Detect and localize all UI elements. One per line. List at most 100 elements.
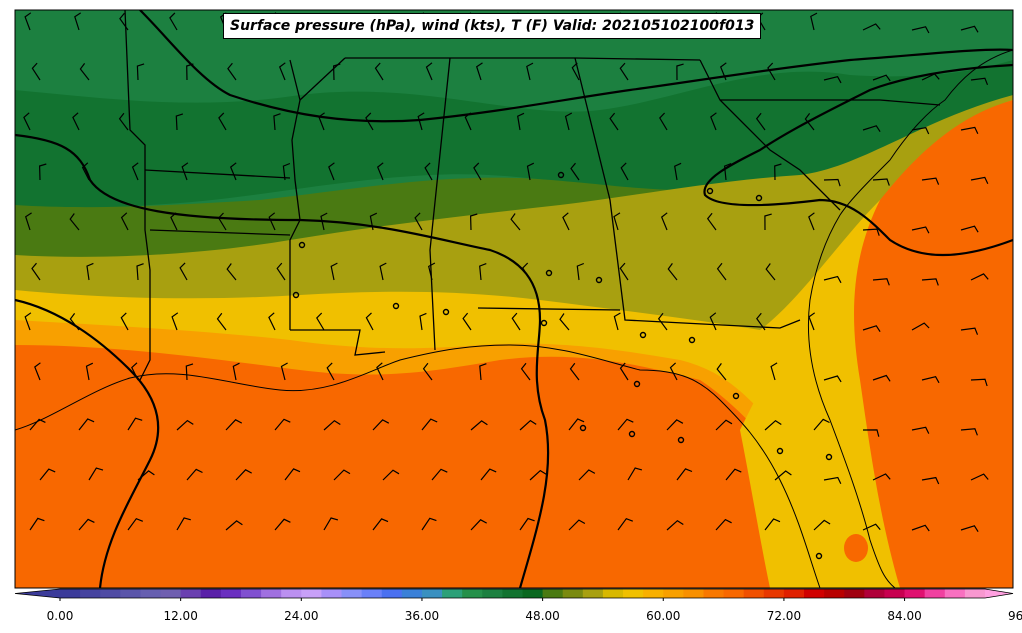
wind-barb — [620, 162, 629, 181]
wind-barb — [119, 12, 129, 31]
wind-barb — [179, 262, 188, 281]
wind-barb — [475, 62, 483, 81]
colorbar-segment — [502, 589, 523, 598]
wind-barb — [127, 417, 143, 431]
wind-barb — [470, 420, 488, 431]
colorbar-tick-label: 72.00 — [767, 609, 801, 623]
wind-barb — [369, 212, 378, 231]
wind-barb — [88, 467, 104, 481]
wind-barb — [960, 525, 979, 533]
wind-barb — [921, 376, 940, 384]
colorbar-segment — [562, 589, 584, 598]
wind-barb — [559, 313, 570, 331]
wind-barb — [862, 429, 880, 437]
wind-barb — [323, 419, 341, 431]
colorbar-tick-label: 0.00 — [47, 609, 74, 623]
wind-barb — [804, 113, 815, 131]
colorbar-segment — [180, 589, 202, 598]
colorbar-tick-label: 60.00 — [646, 609, 680, 623]
wind-barb — [862, 125, 881, 133]
colorbar-segment — [401, 589, 423, 598]
wind-barb — [813, 519, 831, 531]
colorbar-segment — [60, 589, 81, 598]
wind-barb — [274, 518, 291, 531]
wind-barb — [424, 162, 433, 181]
wind-barb — [666, 419, 684, 431]
wind-barb — [609, 112, 619, 131]
wind-barb — [131, 162, 139, 181]
map-title: Surface pressure (hPa), wind (kts), T (F… — [223, 13, 762, 39]
wind-barb — [613, 212, 621, 231]
wind-barb — [710, 112, 717, 131]
state-borders — [124, 10, 941, 381]
wind-barb — [323, 517, 339, 531]
colorbar-segment — [864, 589, 885, 598]
wind-barb — [617, 418, 634, 431]
wind-barb — [419, 312, 427, 331]
wind-barb — [316, 312, 325, 331]
wind-barb — [911, 322, 930, 331]
wind-barb — [431, 468, 448, 481]
wind-barb — [613, 312, 621, 331]
wind-barb — [660, 212, 668, 231]
wind-barb — [823, 476, 842, 485]
wind-barb — [872, 178, 890, 186]
wind-barb — [318, 112, 325, 131]
wind-barb — [181, 162, 189, 181]
colorbar-segment — [301, 589, 322, 598]
wind-barb — [226, 263, 237, 281]
wind-barb — [217, 212, 227, 231]
wind-barb — [31, 62, 41, 81]
wind-barb — [136, 63, 145, 81]
wind-barb — [330, 262, 338, 281]
wind-barb — [764, 213, 772, 231]
colorbar-segment — [723, 589, 745, 598]
wind-barb — [479, 363, 487, 381]
colorbar-segment — [482, 589, 503, 598]
wind-barb — [709, 312, 717, 331]
wind-barb — [921, 73, 940, 81]
wind-barb — [171, 312, 179, 331]
wind-barb — [169, 12, 178, 31]
wind-barb — [374, 62, 384, 81]
wind-barb — [376, 162, 384, 181]
wind-barb — [382, 469, 400, 481]
wind-barb — [79, 63, 90, 81]
colorbar-segment — [80, 589, 101, 598]
wind-barb — [280, 362, 288, 381]
wind-barb — [921, 177, 940, 185]
wind-barb — [268, 212, 276, 231]
colorbar-segment — [643, 589, 664, 598]
wind-barb — [960, 428, 978, 436]
colorbar-segment — [321, 589, 343, 598]
colorbar-segment — [663, 589, 684, 598]
wind-barb — [627, 467, 643, 481]
wind-barb — [235, 469, 252, 481]
temp-band-deep-orange-east — [854, 100, 1013, 588]
wind-barb — [960, 126, 979, 134]
temp-band-dark-green — [15, 60, 1013, 210]
colorbar-segment — [804, 589, 825, 598]
wind-barb — [473, 162, 482, 181]
wind-barb — [570, 162, 580, 181]
wind-barb — [970, 473, 989, 481]
wind-barb — [118, 112, 129, 131]
wind-barb — [562, 212, 570, 231]
wind-barb — [23, 112, 31, 131]
colorbar-segment — [522, 589, 544, 598]
wind-barb — [376, 362, 384, 381]
wind-barb — [715, 518, 732, 531]
wind-barb — [970, 176, 989, 184]
wind-barb — [564, 112, 573, 131]
wind-barb — [176, 517, 191, 531]
wind-barb — [960, 25, 979, 33]
colorbar-segment — [763, 589, 785, 598]
wind-barb — [131, 362, 139, 381]
wind-barb — [774, 163, 782, 181]
wind-barb — [960, 225, 979, 233]
wind-barb — [85, 362, 94, 381]
wind-barb — [659, 112, 668, 131]
wind-barb — [970, 273, 989, 281]
colorbar-segment — [140, 589, 162, 598]
wind-barb — [765, 263, 776, 281]
